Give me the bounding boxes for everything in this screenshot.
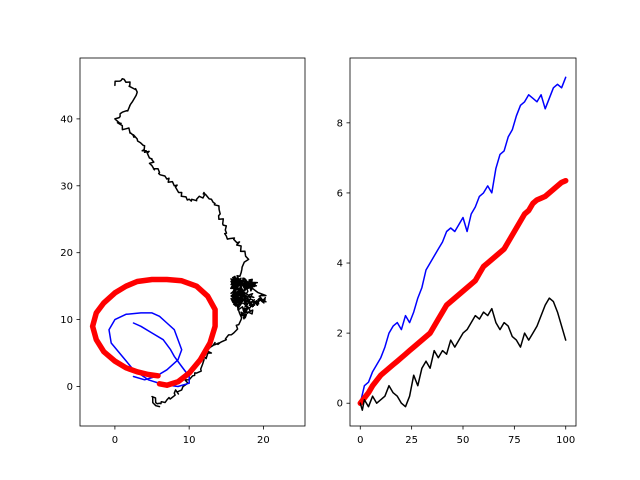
right-series-line-1 [357, 177, 569, 406]
y-tick-label: 8 [337, 118, 343, 129]
left-series-line-2 [89, 276, 218, 388]
x-tick-label: 100 [556, 435, 575, 446]
y-tick-label: 4 [337, 259, 343, 270]
right-plot-lines [357, 76, 569, 411]
y-tick-label: 2 [337, 329, 343, 340]
y-tick-label: 30 [60, 181, 73, 192]
x-tick-label: 75 [508, 435, 521, 446]
right-axes: 0 25 50 75 100 0 2 4 6 8 [337, 57, 577, 446]
y-tick-label: 6 [337, 188, 343, 199]
right-series-line-2 [359, 297, 567, 411]
left-series-line-1 [108, 312, 190, 388]
right-series-line-0 [359, 76, 567, 404]
left-series-line-0 [114, 77, 267, 408]
x-tick-label: 10 [183, 435, 196, 446]
y-tick-label: 40 [60, 114, 73, 125]
left-plot-lines [89, 77, 267, 408]
y-tick-label: 20 [60, 248, 73, 259]
y-tick-label: 0 [337, 399, 343, 410]
y-tick-label: 10 [60, 315, 73, 326]
right-ticks: 0 25 50 75 100 0 2 4 6 8 [337, 118, 576, 446]
left-axes: 0 10 20 0 10 20 30 40 [60, 57, 306, 446]
x-tick-label: 25 [405, 435, 418, 446]
left-axes-frame [79, 57, 306, 427]
x-tick-label: 0 [112, 435, 118, 446]
y-tick-label: 0 [67, 382, 73, 393]
left-ticks: 0 10 20 0 10 20 30 40 [60, 114, 270, 446]
x-tick-label: 0 [357, 435, 363, 446]
x-tick-label: 20 [257, 435, 270, 446]
x-tick-label: 50 [457, 435, 470, 446]
